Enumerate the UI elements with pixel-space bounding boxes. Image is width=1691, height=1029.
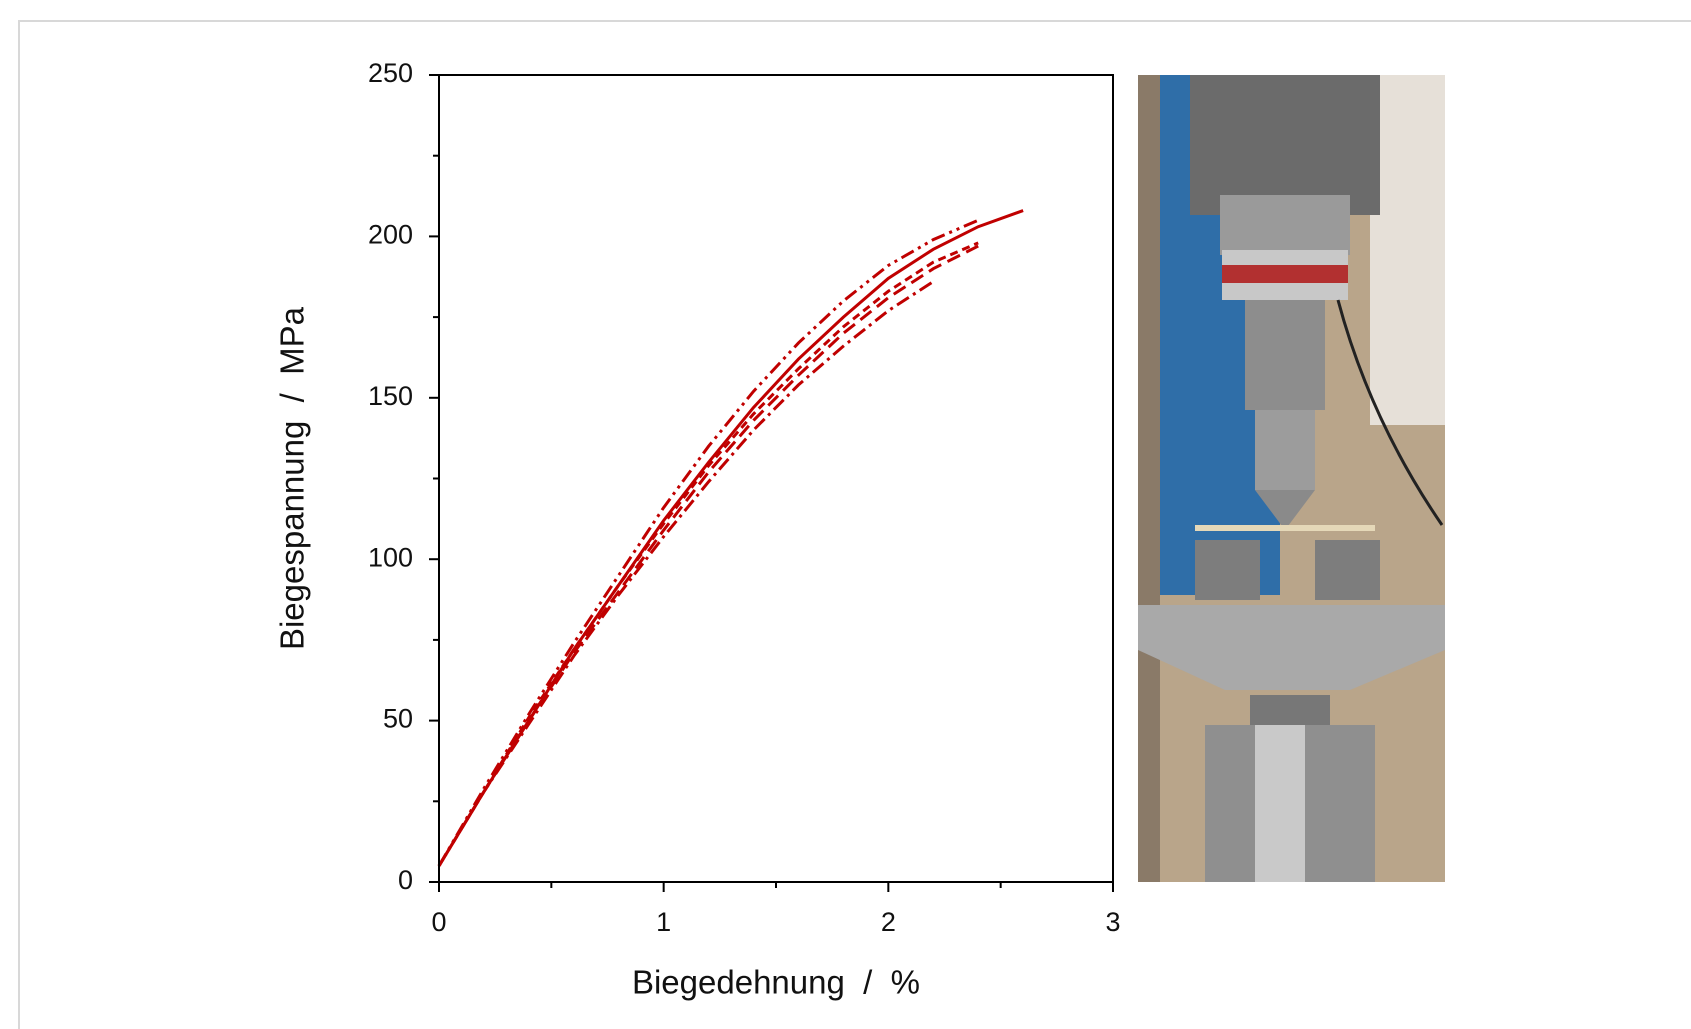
y-tick-label: 250: [368, 58, 413, 88]
series-line: [437, 209, 1024, 867]
y-tick-label: 200: [368, 220, 413, 250]
y-tick-label: 150: [368, 381, 413, 411]
series-line: [437, 218, 979, 867]
photo: [1138, 75, 1445, 882]
y-tick-label: 50: [383, 704, 413, 734]
series-line: [437, 241, 979, 867]
series-line: [437, 280, 935, 867]
y-tick-label: 100: [368, 542, 413, 572]
x-tick-label: 2: [881, 907, 896, 937]
x-tick-label: 1: [656, 907, 671, 937]
x-tick-label: 3: [1105, 907, 1120, 937]
y-axis-label: Biegespannung / MPa: [274, 306, 311, 650]
series-line: [437, 244, 979, 867]
y-tick-label: 0: [398, 865, 413, 895]
x-tick-label: 0: [431, 907, 446, 937]
x-axis-label: Biegedehnung / %: [632, 964, 920, 1001]
plot-frame: [438, 74, 1114, 883]
frame: [18, 20, 1691, 1029]
